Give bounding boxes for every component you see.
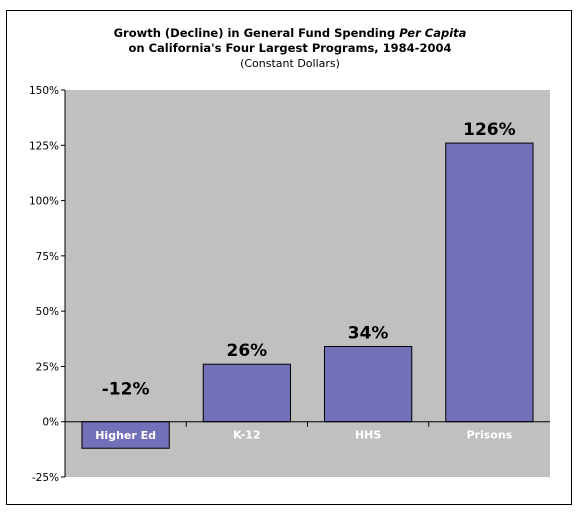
bars-layer (81, 142, 534, 449)
y-tick-label: 150% (29, 85, 59, 97)
chart-title-line-2: on California's Four Largest Programs, 1… (129, 41, 452, 55)
category-label: Prisons (467, 429, 513, 442)
bar (202, 363, 292, 423)
y-tick-label: 75% (36, 251, 59, 263)
bar (323, 346, 413, 423)
category-label: Higher Ed (95, 429, 156, 442)
data-label: 26% (227, 341, 268, 361)
y-tick-label: 50% (36, 306, 59, 318)
data-label: -12% (102, 380, 150, 400)
axis-layer: 150% 125% 100% 75% 50% 25% 0% -25% (29, 85, 550, 484)
chart-title-line-1: Growth (Decline) in General Fund Spendin… (114, 26, 467, 40)
labels-layer: Higher Ed -12% K-12 26% HHS 34% Prisons 126% (95, 120, 515, 442)
y-tick-label: -25% (32, 472, 59, 484)
y-tick-label: 100% (29, 196, 59, 208)
category-label: HHS (355, 429, 381, 442)
y-tick-label: 25% (36, 361, 59, 373)
y-tick-label: 0% (42, 417, 59, 429)
data-label: 34% (348, 324, 389, 344)
chart-subtitle: (Constant Dollars) (240, 57, 340, 70)
category-label: K-12 (233, 429, 260, 442)
bar (445, 142, 534, 423)
data-label: 126% (463, 120, 516, 140)
y-tick-label: 125% (29, 140, 59, 152)
